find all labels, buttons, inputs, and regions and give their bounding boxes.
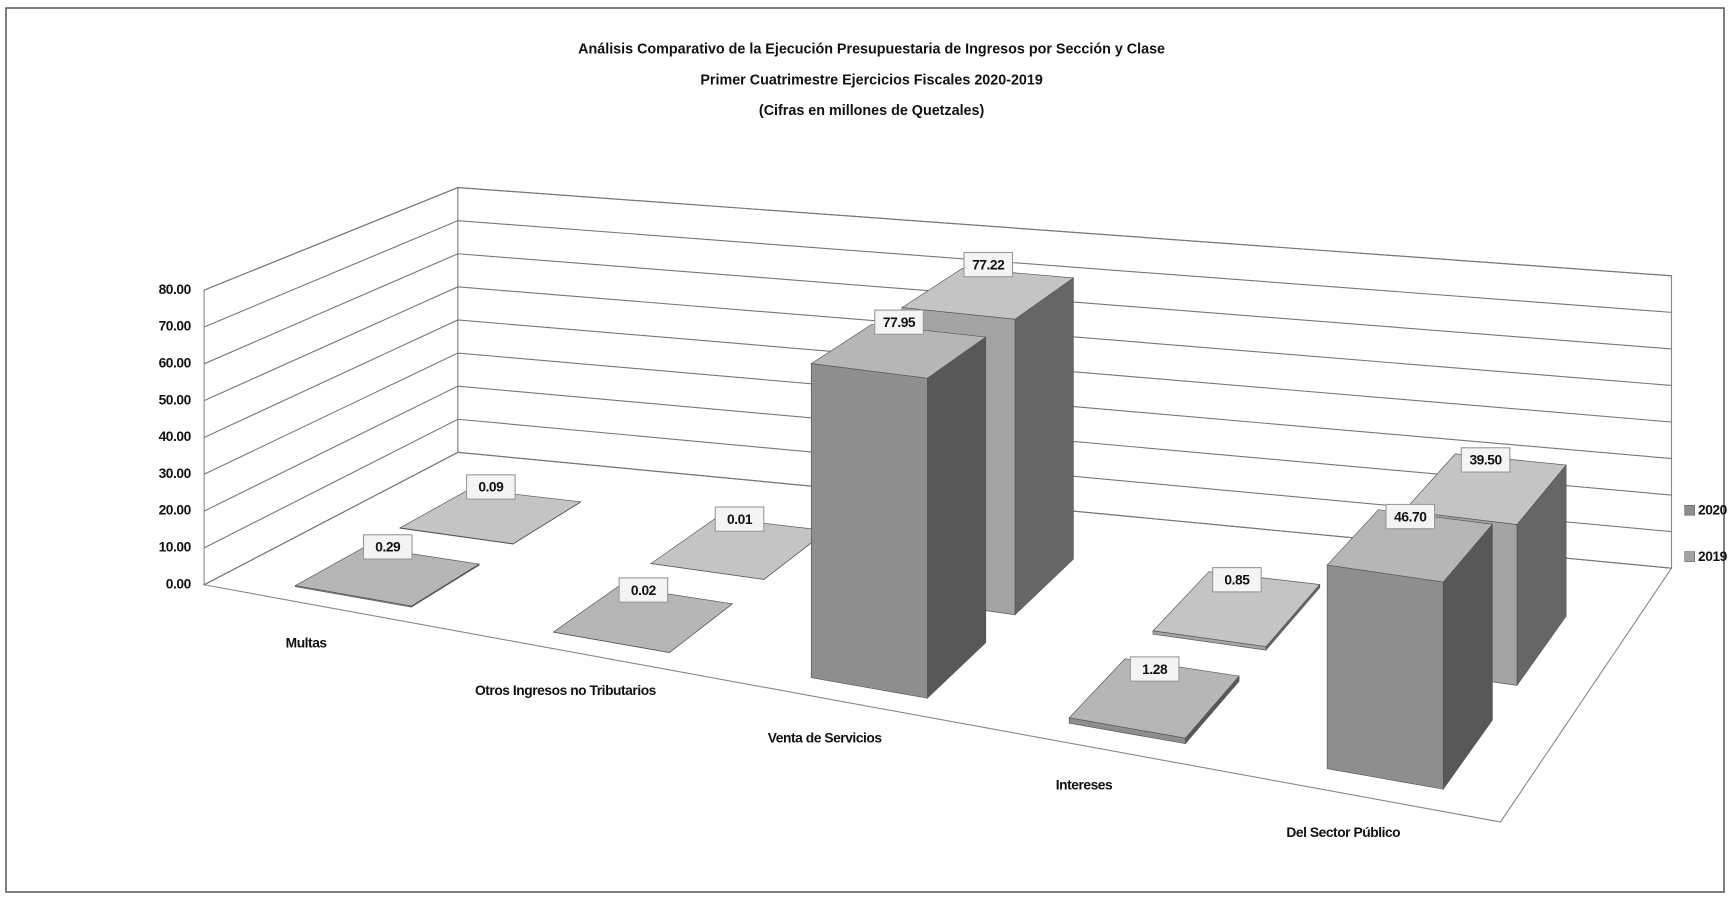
y-tick-label: 70.00 — [159, 319, 192, 334]
data-label: 0.01 — [727, 512, 753, 527]
bar-front — [295, 585, 412, 608]
plot: Análisis Comparativo de la Ejecución Pre… — [159, 41, 1728, 840]
data-label: 1.28 — [1142, 662, 1168, 677]
x-tick-label: Venta de Servicios — [768, 730, 883, 745]
y-tick-label: 80.00 — [159, 282, 192, 297]
grid-line — [203, 253, 1672, 365]
data-label-box — [874, 309, 924, 335]
bar — [1326, 509, 1494, 791]
data-label-box — [963, 251, 1014, 278]
data-label: 46.70 — [1394, 509, 1427, 524]
grid-line — [203, 220, 1672, 328]
grid-line — [203, 187, 1672, 291]
bar-front — [552, 631, 670, 654]
bar-side — [926, 336, 987, 699]
data-label: 0.09 — [478, 480, 504, 495]
grid-line — [203, 319, 1672, 438]
grid-line — [203, 286, 1672, 402]
grid-line — [203, 451, 1672, 586]
legend-label: 2020 — [1698, 502, 1728, 517]
data-label: 0.02 — [631, 583, 657, 598]
data-label: 0.85 — [1224, 573, 1250, 588]
bar-front — [810, 363, 928, 699]
bar-front — [1326, 564, 1444, 790]
x-tick-label: Del Sector Público — [1286, 825, 1400, 840]
data-label-box — [1129, 656, 1180, 682]
bar — [1152, 571, 1321, 651]
data-label-box — [1460, 447, 1511, 473]
data-label: 77.22 — [972, 257, 1005, 272]
data-label-box — [1385, 503, 1436, 530]
grid-line — [203, 352, 1672, 475]
y-tick-label: 30.00 — [159, 466, 192, 481]
data-label-box — [466, 474, 516, 500]
y-tick-label: 60.00 — [159, 355, 192, 370]
data-label-box — [362, 534, 413, 560]
bar-front — [399, 527, 514, 545]
x-tick-label: Multas — [286, 635, 328, 650]
data-label-box — [618, 577, 669, 603]
data-label: 0.29 — [375, 540, 401, 555]
data-label: 77.95 — [883, 315, 916, 330]
legend-swatch — [1684, 551, 1695, 562]
x-tick-label: Intereses — [1056, 778, 1113, 793]
bar-front — [650, 563, 765, 580]
bar — [398, 488, 582, 545]
chart-note: (Cifras en millones de Quetzales) — [759, 103, 985, 119]
chart-subtitle: Primer Cuatrimestre Ejercicios Fiscales … — [700, 72, 1043, 88]
grid-line — [203, 385, 1672, 512]
y-tick-label: 50.00 — [159, 392, 192, 407]
grid-line — [203, 418, 1672, 549]
bar — [810, 324, 987, 699]
bar — [294, 546, 481, 608]
data-label: 39.50 — [1469, 453, 1502, 468]
y-tick-label: 40.00 — [159, 429, 192, 444]
bar — [1068, 658, 1240, 745]
bar — [552, 586, 734, 654]
y-tick-label: 20.00 — [159, 503, 192, 518]
bar-side — [1014, 277, 1074, 616]
legend-swatch — [1684, 504, 1695, 516]
legend-label: 2019 — [1698, 549, 1728, 564]
y-tick-label: 10.00 — [159, 540, 192, 555]
chart-title: Análisis Comparativo de la Ejecución Pre… — [578, 41, 1165, 57]
data-label-box — [1212, 567, 1262, 593]
bar-front — [1152, 630, 1267, 651]
bar-front — [1068, 717, 1186, 745]
y-tick-label: 0.00 — [166, 576, 192, 591]
x-tick-label: Otros Ingresos no Tributarios — [475, 683, 657, 698]
data-label-box — [714, 506, 765, 532]
